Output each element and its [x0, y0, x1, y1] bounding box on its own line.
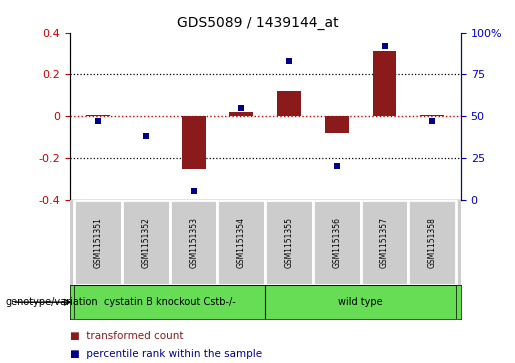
Text: GSM1151356: GSM1151356 [332, 217, 341, 268]
Bar [86, 115, 110, 116]
Bar [229, 112, 253, 116]
Point [142, 133, 150, 139]
Text: cystatin B knockout Cstb-/-: cystatin B knockout Cstb-/- [104, 297, 236, 307]
Point [333, 163, 341, 169]
Text: ■  transformed count: ■ transformed count [70, 331, 183, 341]
Bar [265, 285, 456, 319]
Text: wild type: wild type [338, 297, 383, 307]
Point [94, 118, 102, 124]
Bar [122, 200, 170, 285]
Text: genotype/variation: genotype/variation [5, 297, 98, 307]
Text: GSM1151357: GSM1151357 [380, 217, 389, 268]
Bar [360, 200, 408, 285]
Bar [74, 200, 122, 285]
Point [285, 58, 293, 64]
Bar [408, 200, 456, 285]
Bar [265, 200, 313, 285]
Point [190, 188, 198, 194]
Text: GSM1151355: GSM1151355 [285, 217, 294, 268]
Point [237, 105, 246, 111]
Bar [373, 52, 397, 116]
Text: GDS5089 / 1439144_at: GDS5089 / 1439144_at [177, 16, 338, 30]
Bar [217, 200, 265, 285]
Bar [182, 116, 205, 170]
Text: GSM1151358: GSM1151358 [428, 217, 437, 268]
Bar [420, 115, 444, 116]
Bar [313, 200, 360, 285]
Bar [170, 200, 217, 285]
Point [381, 43, 389, 49]
Text: GSM1151354: GSM1151354 [237, 217, 246, 268]
Bar [325, 116, 349, 133]
Bar [74, 285, 265, 319]
Bar [277, 91, 301, 116]
Text: GSM1151353: GSM1151353 [189, 217, 198, 268]
Point [428, 118, 436, 124]
Text: ■  percentile rank within the sample: ■ percentile rank within the sample [70, 349, 262, 359]
Text: GSM1151351: GSM1151351 [94, 217, 102, 268]
Text: GSM1151352: GSM1151352 [142, 217, 150, 268]
